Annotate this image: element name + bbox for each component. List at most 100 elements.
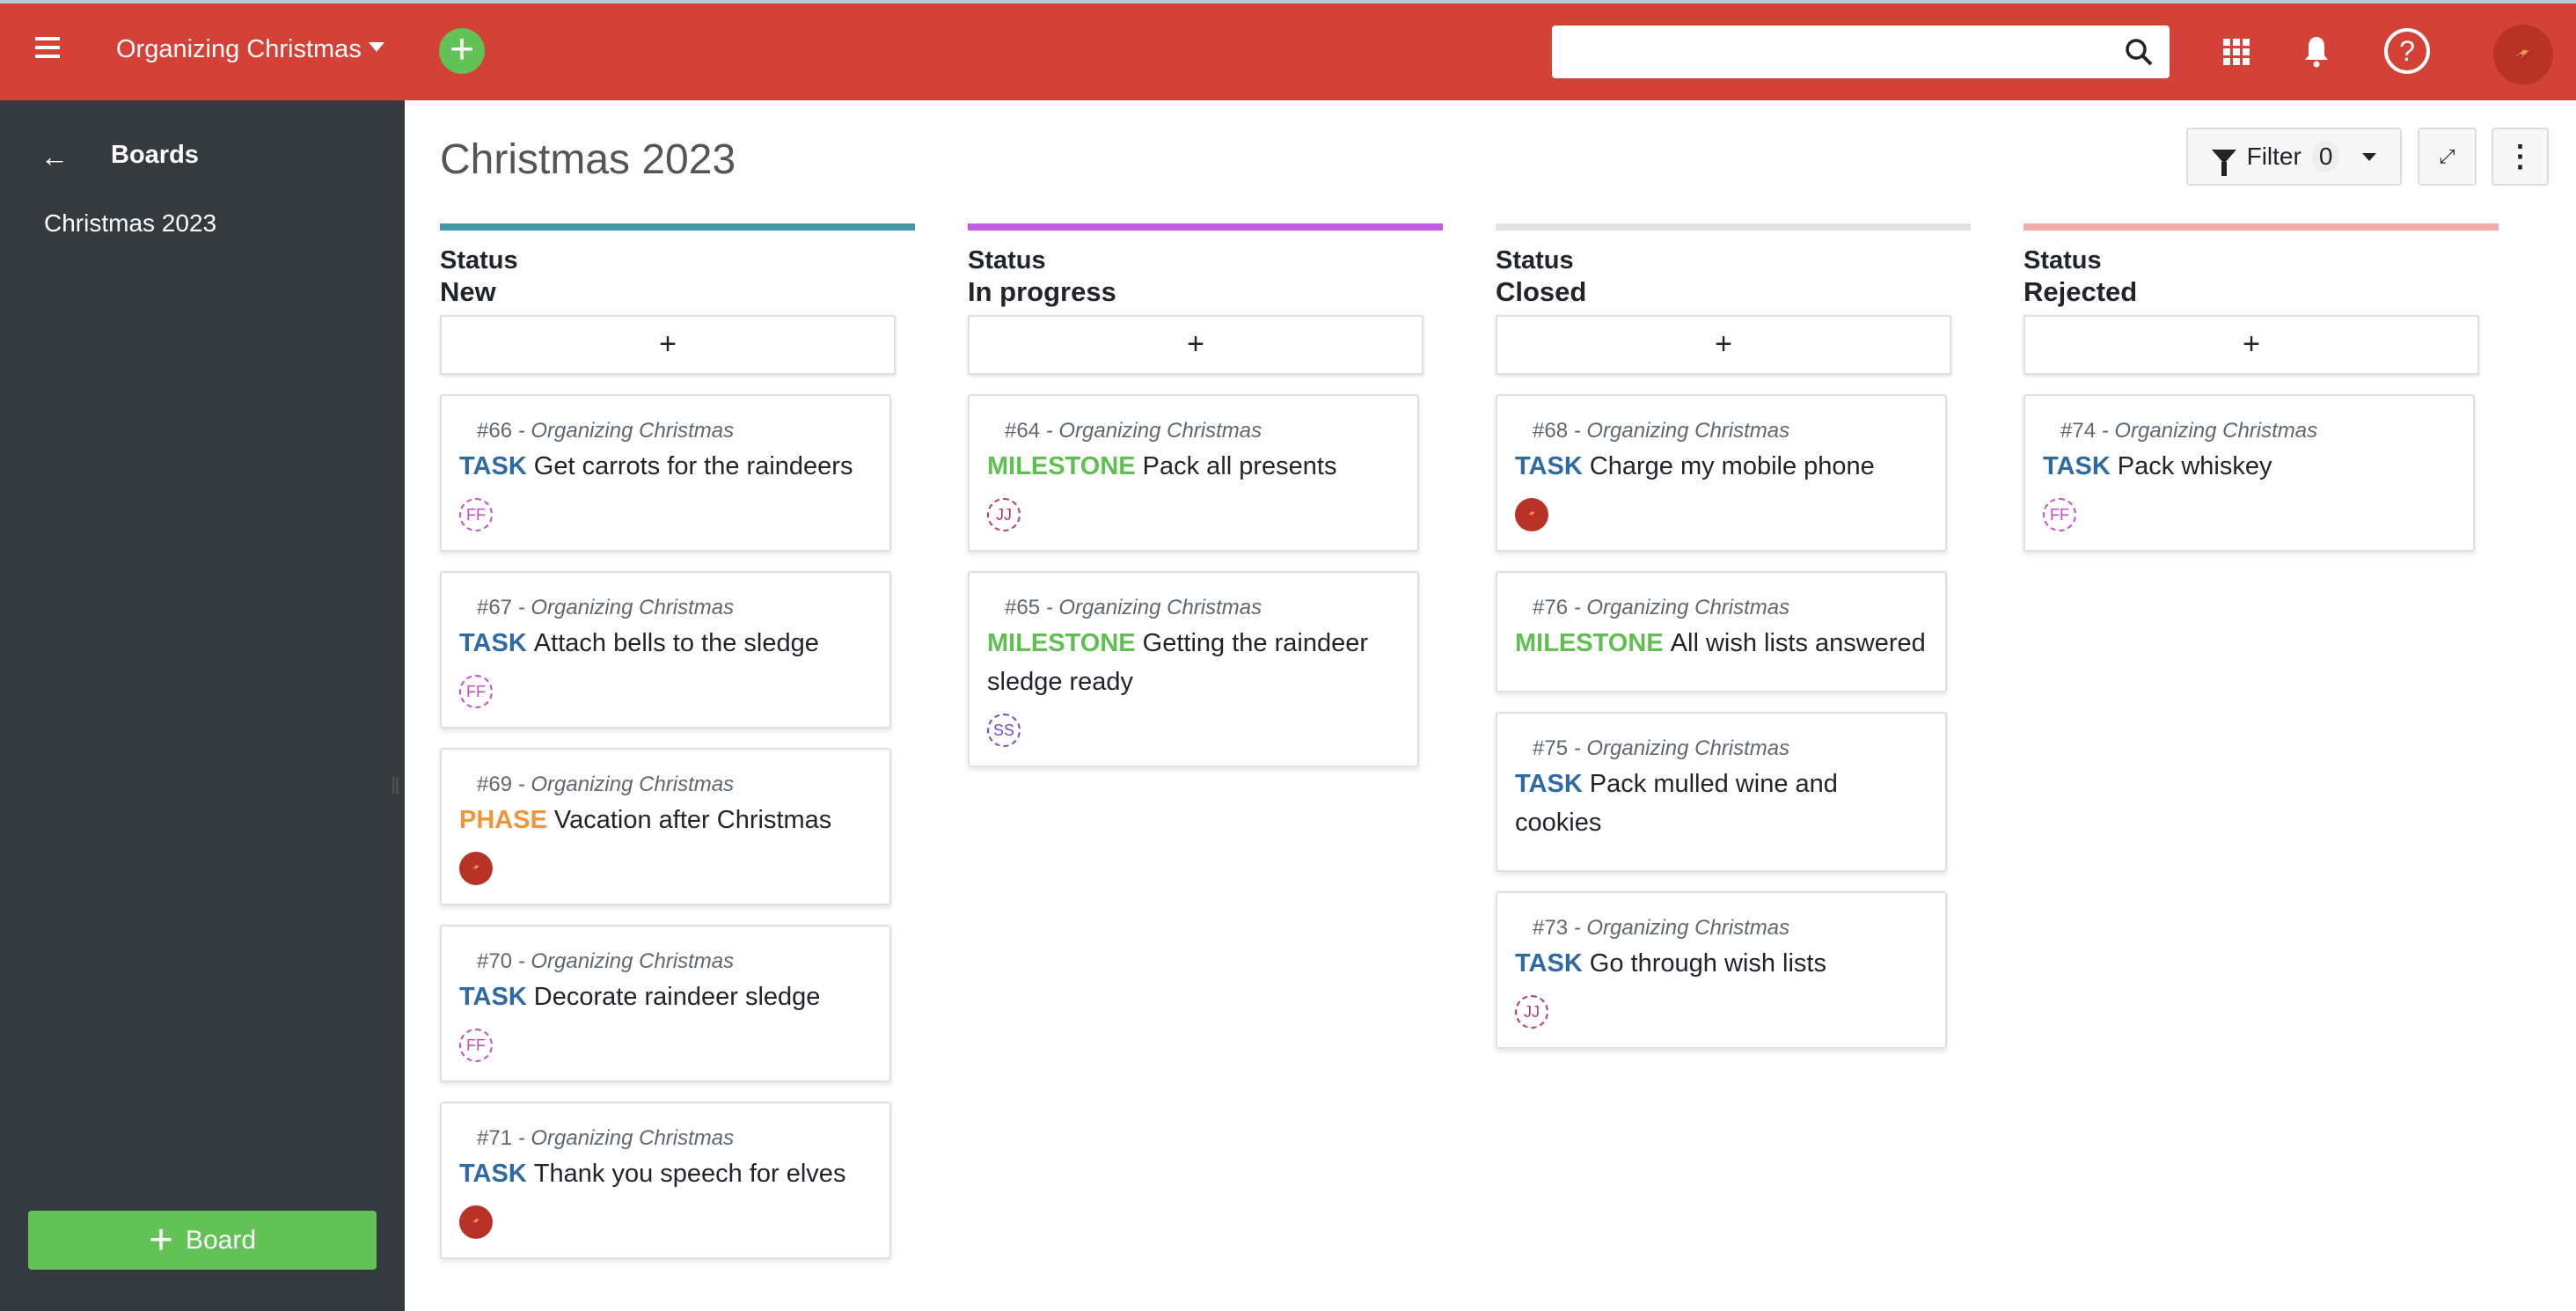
card-meta: #68 - Organizing Christmas <box>1515 415 1928 447</box>
card-title-line: TASK Thank you speech for elves <box>459 1154 872 1193</box>
caret-down-icon <box>2362 152 2377 161</box>
card-id[interactable]: #65 <box>1005 596 1041 619</box>
expand-icon: ⤢ <box>2439 145 2455 167</box>
card-title-line: TASK Charge my mobile phone <box>1515 447 1928 486</box>
assignee-avatar[interactable]: FF <box>459 498 493 531</box>
work-package-card[interactable]: #73 - Organizing Christmas TASK Go throug… <box>1496 891 1947 1049</box>
assignee-avatar[interactable]: JJ <box>1515 995 1548 1029</box>
card-title: Attach bells to the sledge <box>533 629 819 657</box>
work-package-card[interactable]: #75 - Organizing Christmas TASK Pack mull… <box>1496 712 1947 872</box>
caret-down-icon <box>368 42 384 52</box>
card-project: - Organizing Christmas <box>1573 596 1790 619</box>
bell-icon[interactable] <box>2303 35 2330 69</box>
card-id[interactable]: #74 <box>2060 419 2097 443</box>
help-icon[interactable]: ? <box>2384 28 2430 74</box>
card-title-line: MILESTONE Getting the raindeer sledge rea… <box>987 624 1400 701</box>
assignee-avatar[interactable]: FF <box>459 1029 493 1062</box>
work-package-card[interactable]: #68 - Organizing Christmas TASK Charge my… <box>1496 394 1947 552</box>
assignee-avatar[interactable]: FF <box>459 675 493 708</box>
card-title-line: TASK Go through wish lists <box>1515 944 1928 983</box>
card-title: Pack whiskey <box>2117 452 2272 480</box>
card-type: TASK <box>1515 770 1583 798</box>
column-status-name: New <box>440 276 496 307</box>
card-id[interactable]: #66 <box>477 419 513 443</box>
card-id[interactable]: #75 <box>1533 736 1569 760</box>
card-type: PHASE <box>459 806 547 834</box>
assignee-avatar[interactable]: SS <box>987 714 1021 747</box>
work-package-card[interactable]: #74 - Organizing Christmas TASK Pack whis… <box>2023 394 2475 552</box>
work-package-card[interactable]: #76 - Organizing Christmas MILESTONE All … <box>1496 571 1947 692</box>
sidebar: ← Boards Christmas 2023 ‖ + Board <box>0 100 405 1311</box>
work-package-card[interactable]: #70 - Organizing Christmas TASK Decorate … <box>440 925 891 1082</box>
fullscreen-button[interactable]: ⤢ <box>2418 128 2477 186</box>
work-package-card[interactable]: #64 - Organizing Christmas MILESTONE Pack… <box>968 394 1419 552</box>
card-id[interactable]: #71 <box>477 1126 513 1150</box>
card-title-line: TASK Pack whiskey <box>2043 447 2455 486</box>
column-label: Status <box>440 246 518 275</box>
board-main: Christmas 2023 Filter 0 ⤢ ⋮ Status New + … <box>440 100 2576 1311</box>
column-label: Status <box>2023 246 2102 275</box>
card-id[interactable]: #68 <box>1533 419 1569 443</box>
card-title-line: TASK Get carrots for the raindeers <box>459 447 872 486</box>
work-package-card[interactable]: #71 - Organizing Christmas TASK Thank you… <box>440 1102 891 1259</box>
card-id[interactable]: #64 <box>1005 419 1041 443</box>
add-plus-button[interactable]: + <box>439 28 485 74</box>
page-title: Christmas 2023 <box>440 136 736 183</box>
card-project: - Organizing Christmas <box>2101 419 2318 443</box>
sidebar-item-christmas-2023[interactable]: Christmas 2023 <box>44 209 217 237</box>
column-status-name: Rejected <box>2023 276 2138 307</box>
work-package-card[interactable]: #65 - Organizing Christmas MILESTONE Gett… <box>968 571 1419 767</box>
card-id[interactable]: #70 <box>477 949 513 973</box>
assignee-avatar[interactable]: 🛷 <box>459 1205 493 1239</box>
card-type: TASK <box>2043 452 2111 480</box>
top-header: Organizing Christmas + ? 🛷 <box>0 4 2576 100</box>
assignee-avatar[interactable]: 🛷 <box>459 852 493 885</box>
project-selector[interactable]: Organizing Christmas <box>116 35 384 64</box>
card-project: - Organizing Christmas <box>517 949 735 973</box>
filter-button[interactable]: Filter 0 <box>2186 128 2402 186</box>
column-color-bar <box>440 223 915 231</box>
plus-icon: + <box>148 1216 173 1263</box>
card-type: TASK <box>459 452 527 480</box>
card-project: - Organizing Christmas <box>1045 596 1262 619</box>
card-title-line: TASK Pack mulled wine and cookies <box>1515 765 1928 842</box>
assignee-avatar[interactable]: 🛷 <box>1515 498 1548 531</box>
user-avatar[interactable]: 🛷 <box>2493 25 2553 84</box>
search-icon[interactable] <box>2124 37 2154 67</box>
column-color-bar <box>2023 223 2499 231</box>
card-title-line: PHASE Vacation after Christmas <box>459 801 872 839</box>
add-card-button[interactable]: + <box>968 315 1423 375</box>
card-project: - Organizing Christmas <box>1573 419 1790 443</box>
card-title-line: TASK Attach bells to the sledge <box>459 624 872 663</box>
sidebar-resize-handle[interactable]: ‖ <box>391 773 400 799</box>
search-input[interactable] <box>1552 26 2170 78</box>
assignee-avatar[interactable]: FF <box>2043 498 2076 531</box>
card-project: - Organizing Christmas <box>1573 736 1790 760</box>
add-card-button[interactable]: + <box>440 315 896 375</box>
card-id[interactable]: #67 <box>477 596 513 619</box>
back-arrow-icon[interactable]: ← <box>40 141 69 172</box>
work-package-card[interactable]: #67 - Organizing Christmas TASK Attach be… <box>440 571 891 729</box>
assignee-avatar[interactable]: JJ <box>987 498 1021 531</box>
hamburger-menu-icon[interactable] <box>35 37 60 63</box>
card-id[interactable]: #69 <box>477 773 513 796</box>
card-title: Vacation after Christmas <box>553 806 832 834</box>
card-id[interactable]: #73 <box>1533 916 1569 940</box>
card-title-line: TASK Decorate raindeer sledge <box>459 978 872 1016</box>
card-meta: #75 - Organizing Christmas <box>1515 733 1928 765</box>
add-card-button[interactable]: + <box>2023 315 2479 375</box>
card-title: Getting the raindeer sledge ready <box>987 629 1368 696</box>
filter-count: 0 <box>2311 141 2340 172</box>
apps-grid-icon[interactable] <box>2223 39 2250 65</box>
add-board-button[interactable]: + Board <box>28 1211 377 1270</box>
card-id[interactable]: #76 <box>1533 596 1569 619</box>
add-card-button[interactable]: + <box>1496 315 1951 375</box>
work-package-card[interactable]: #69 - Organizing Christmas PHASE Vacation… <box>440 748 891 905</box>
card-meta: #65 - Organizing Christmas <box>987 592 1400 624</box>
work-package-card[interactable]: #66 - Organizing Christmas TASK Get carro… <box>440 394 891 552</box>
more-options-button[interactable]: ⋮ <box>2492 128 2549 186</box>
card-project: - Organizing Christmas <box>517 419 735 443</box>
card-project: - Organizing Christmas <box>517 596 735 619</box>
card-type: TASK <box>459 629 527 657</box>
card-meta: #69 - Organizing Christmas <box>459 769 872 801</box>
